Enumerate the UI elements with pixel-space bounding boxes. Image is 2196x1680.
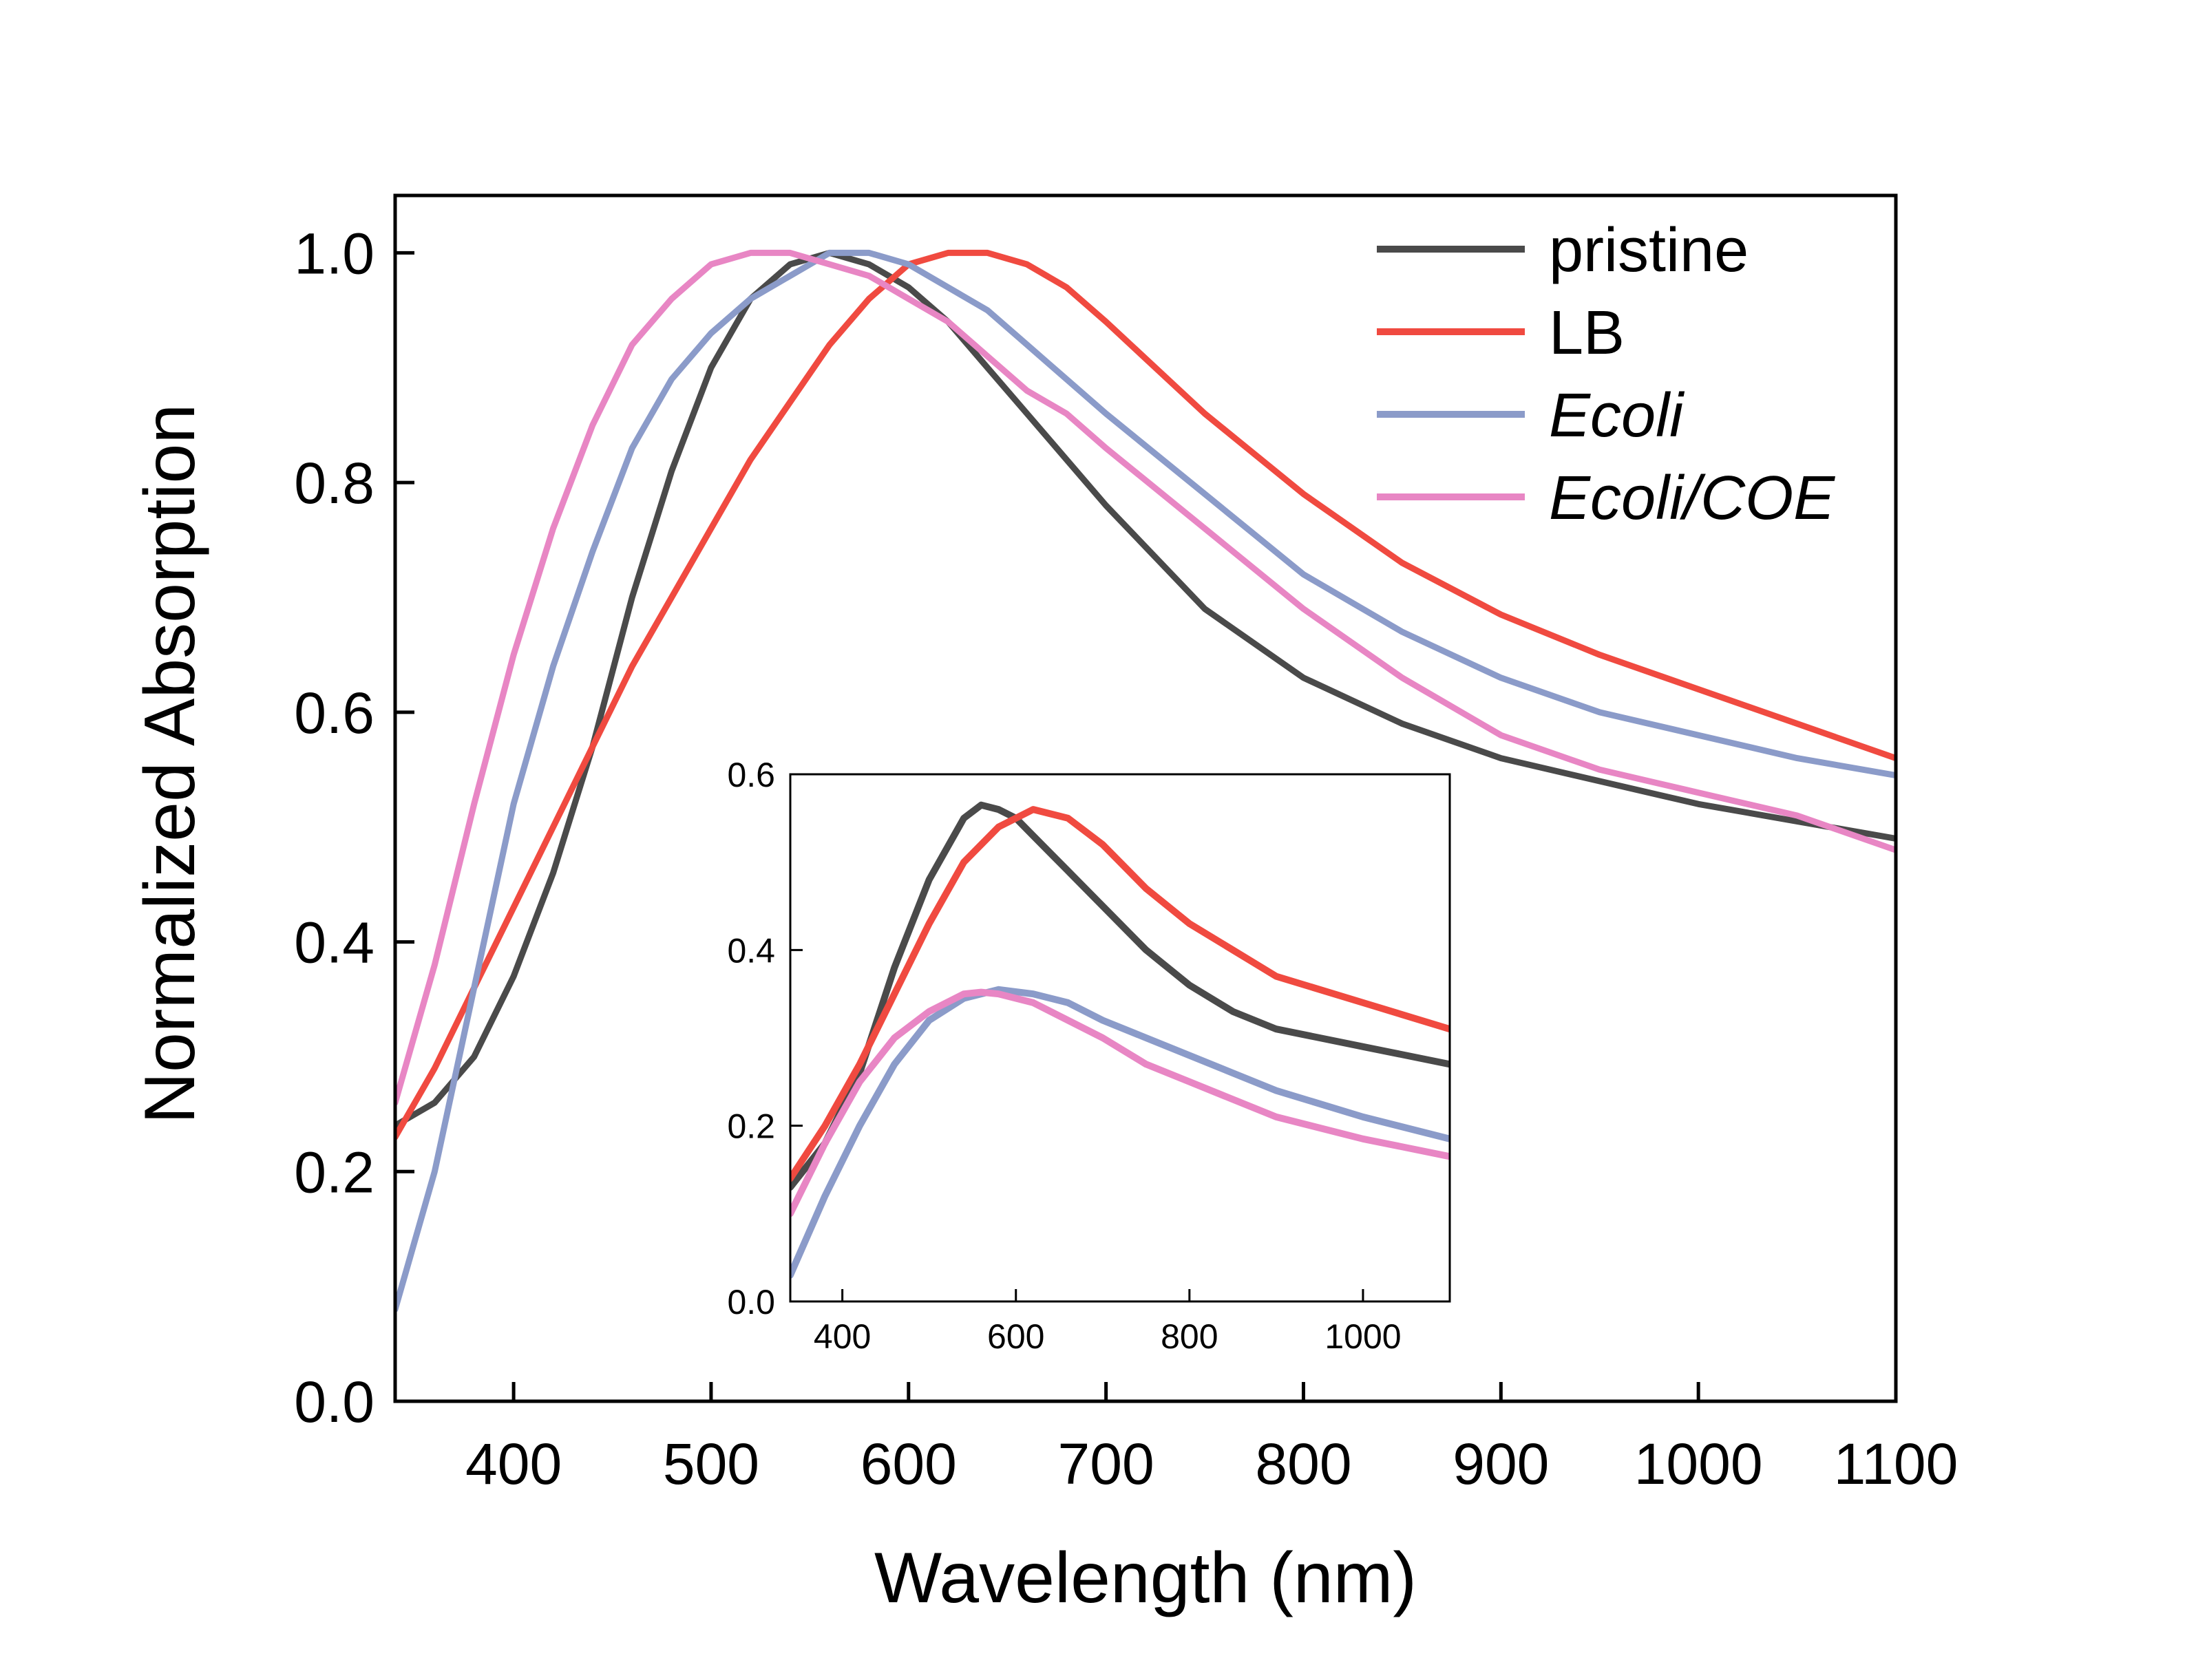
main-series-line-pristine [395, 249, 1896, 1129]
main-y-tick-label: 1.0 [294, 221, 374, 286]
inset-x-ticks: 400 600 800 1000 [814, 1289, 1402, 1356]
main-y-tick-label: 0.6 [294, 681, 374, 745]
inset-background [790, 774, 1450, 1301]
main-y-tick-label: 0.0 [294, 1370, 374, 1434]
inset-y-tick-label: 0.6 [727, 756, 775, 794]
y-axis-title: Normalized Absorption [130, 404, 210, 1124]
main-series-line-ecoli-coe [395, 249, 1896, 1106]
inset-y-tick-label: 0.2 [727, 1107, 775, 1146]
inset-series-line-ecoli-coe [790, 988, 1450, 1218]
inset-x-tick-label: 800 [1161, 1317, 1218, 1356]
inset-x-tick-label: 600 [987, 1317, 1044, 1356]
inset-y-ticks: 0.0 0.2 0.4 0.6 [727, 756, 803, 1321]
legend: pristine LB Ecoli Ecoli/COE [1377, 216, 1835, 533]
main-series-group [395, 249, 1896, 1312]
inset-series-group [790, 801, 1450, 1279]
main-plot-frame [393, 193, 1898, 1403]
x-axis-title: Wavelength (nm) [874, 1538, 1417, 1618]
main-plot: 400 500 600 700 800 900 1000 1100 0.00.20.40.60… [130, 193, 1958, 1618]
main-x-tick-label: 500 [663, 1432, 759, 1496]
inset-y-tick-label: 0.4 [727, 931, 775, 970]
inset-x-tick-label: 400 [814, 1317, 871, 1356]
main-x-tick-label: 800 [1255, 1432, 1351, 1496]
main-x-tick-label: 400 [465, 1432, 562, 1496]
main-y-tick-label: 0.8 [294, 451, 374, 515]
main-x-ticks: 400 500 600 700 800 900 1000 1100 [465, 1382, 1958, 1496]
main-x-tick-label: 1000 [1634, 1432, 1763, 1496]
main-x-tick-label: 600 [861, 1432, 957, 1496]
main-y-ticks: 0.0 0.2 0.4 0.6 0.8 1.0 [294, 221, 414, 1434]
inset-series-line-ecoli [790, 986, 1450, 1279]
main-y-tick-label: 0.4 [294, 911, 374, 975]
main-x-tick-label: 1100 [1834, 1432, 1959, 1496]
inset-y-tick-label: 0.0 [727, 1283, 775, 1321]
inset-series-line-lb [790, 806, 1450, 1182]
main-x-tick-label: 900 [1453, 1432, 1549, 1496]
inset-series-line-pristine [790, 801, 1450, 1191]
legend-label-lb: LB [1549, 299, 1625, 368]
legend-label-pristine: pristine [1549, 216, 1749, 285]
inset-x-tick-label: 1000 [1324, 1317, 1401, 1356]
main-series-line-ecoli [395, 249, 1896, 1312]
legend-label-ecoli-coe: Ecoli/COE [1549, 464, 1835, 533]
legend-label-ecoli: Ecoli [1549, 381, 1685, 450]
main-y-tick-label: 0.2 [294, 1140, 374, 1204]
main-x-tick-label: 700 [1058, 1432, 1154, 1496]
inset-plot: 400 600 800 1000 0.0 0.2 0.4 0.6 [727, 756, 1451, 1356]
inset-plot-frame [789, 773, 1451, 1303]
